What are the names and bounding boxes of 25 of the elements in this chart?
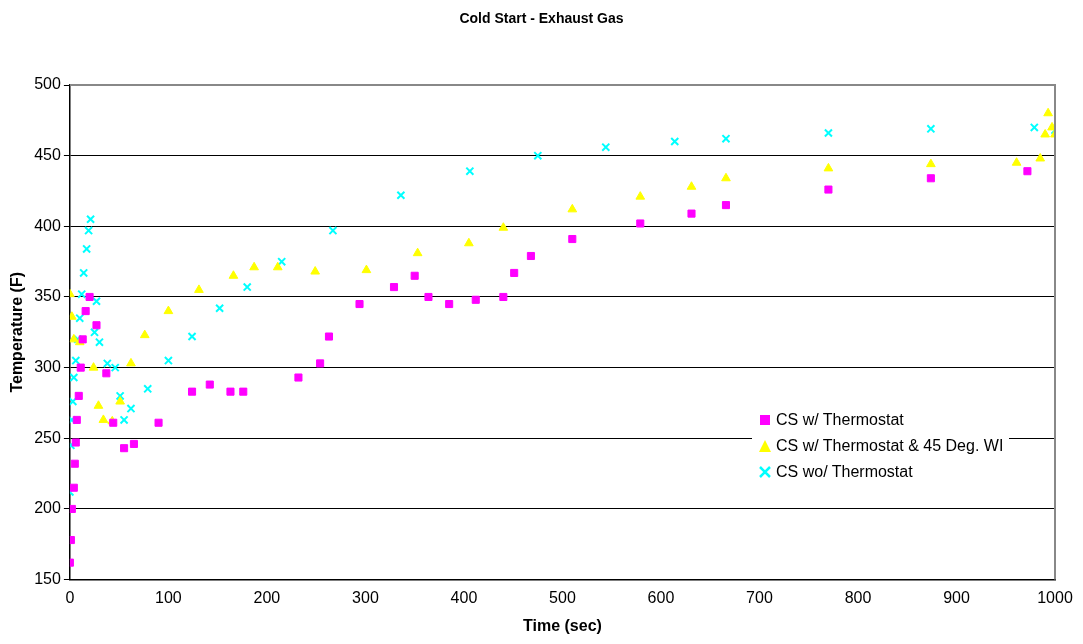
x-tick-label: 500 — [549, 588, 576, 606]
x-tick-label: 0 — [65, 588, 75, 606]
x-tick-label: 1000 — [1037, 588, 1073, 606]
x-tick-label: 800 — [844, 588, 872, 606]
y-tick-label: 150 — [34, 570, 61, 588]
x-tick-label: 400 — [450, 588, 478, 606]
y-tick-label: 200 — [34, 499, 61, 517]
legend-label: CS w/ Thermostat — [776, 411, 904, 429]
chart-title: Cold Start - Exhaust Gas — [458, 10, 625, 26]
y-tick-label: 400 — [34, 216, 61, 234]
x-tick-label: 900 — [943, 588, 970, 606]
x-tick-label: 300 — [352, 588, 379, 606]
y-tick-label: 500 — [34, 75, 61, 93]
x-tick-label: 600 — [647, 588, 675, 606]
legend-label: CS w/ Thermostat & 45 Deg. WI — [776, 437, 1004, 455]
y-tick-label: 450 — [34, 146, 61, 164]
x-tick-label: 200 — [253, 588, 281, 606]
y-tick-label: 250 — [34, 428, 61, 446]
y-tick-label: 300 — [34, 358, 61, 376]
x-tick-label: 100 — [155, 588, 182, 606]
y-axis-title: Temperature (F) — [8, 272, 26, 393]
legend-label: CS wo/ Thermostat — [776, 463, 913, 481]
x-axis-title: Time (sec) — [523, 616, 602, 634]
y-tick-label: 350 — [34, 287, 61, 305]
x-tick-label: 700 — [746, 588, 773, 606]
